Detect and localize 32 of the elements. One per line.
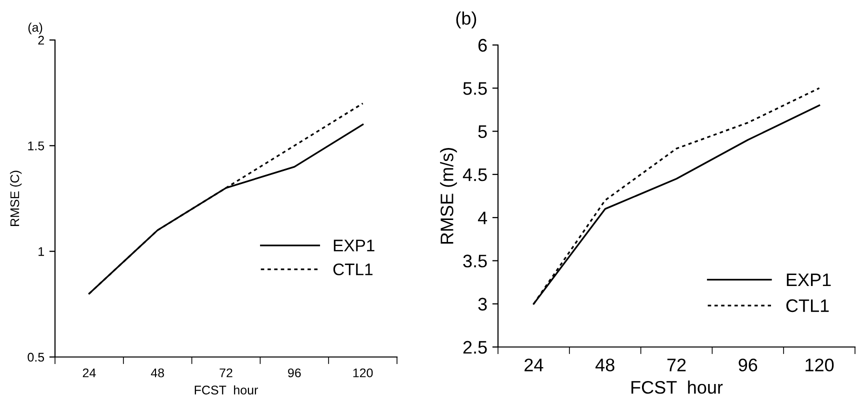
- y-tick-label: 1.5: [28, 142, 44, 150]
- y-tick-label: 5.5: [463, 82, 487, 95]
- x-tick-label: 24: [524, 358, 544, 372]
- chart-title: (a): [28, 22, 42, 34]
- legend-label: EXP1: [786, 274, 831, 286]
- y-axis-title: RMSE (m/s): [440, 148, 457, 244]
- y-tick-label: 3.5: [463, 254, 487, 268]
- y-tick-label: 5: [478, 125, 487, 138]
- x-tick-label: 120: [353, 368, 373, 378]
- legend-label: CTL1: [333, 264, 372, 276]
- x-tick-label: 48: [150, 368, 164, 378]
- y-tick-label: 4: [478, 212, 488, 224]
- y-tick-label: 3: [478, 298, 487, 311]
- x-tick-label: 96: [288, 368, 301, 378]
- x-axis-title: FCST hour: [631, 380, 723, 394]
- x-tick-label: 24: [82, 368, 96, 378]
- y-axis-title: RMSE (C): [10, 170, 22, 226]
- x-tick-label: 72: [220, 368, 232, 378]
- legend-label: EXP1: [334, 240, 374, 252]
- x-tick-label: 48: [595, 358, 614, 372]
- x-axis-title: FCST hour: [194, 385, 258, 394]
- y-tick-label: 2: [38, 36, 44, 45]
- y-tick-label: 1: [38, 247, 44, 256]
- y-tick-label: 2.5: [463, 340, 487, 354]
- x-tick-label: 96: [738, 358, 758, 372]
- y-tick-label: 4.5: [462, 168, 487, 182]
- chart-title: (b): [456, 12, 476, 28]
- x-tick-label: 72: [667, 358, 686, 372]
- y-tick-label: 0.5: [28, 352, 44, 362]
- x-tick-label: 120: [806, 358, 834, 372]
- y-tick-label: 6: [478, 38, 487, 52]
- legend-label: CTL1: [786, 299, 829, 312]
